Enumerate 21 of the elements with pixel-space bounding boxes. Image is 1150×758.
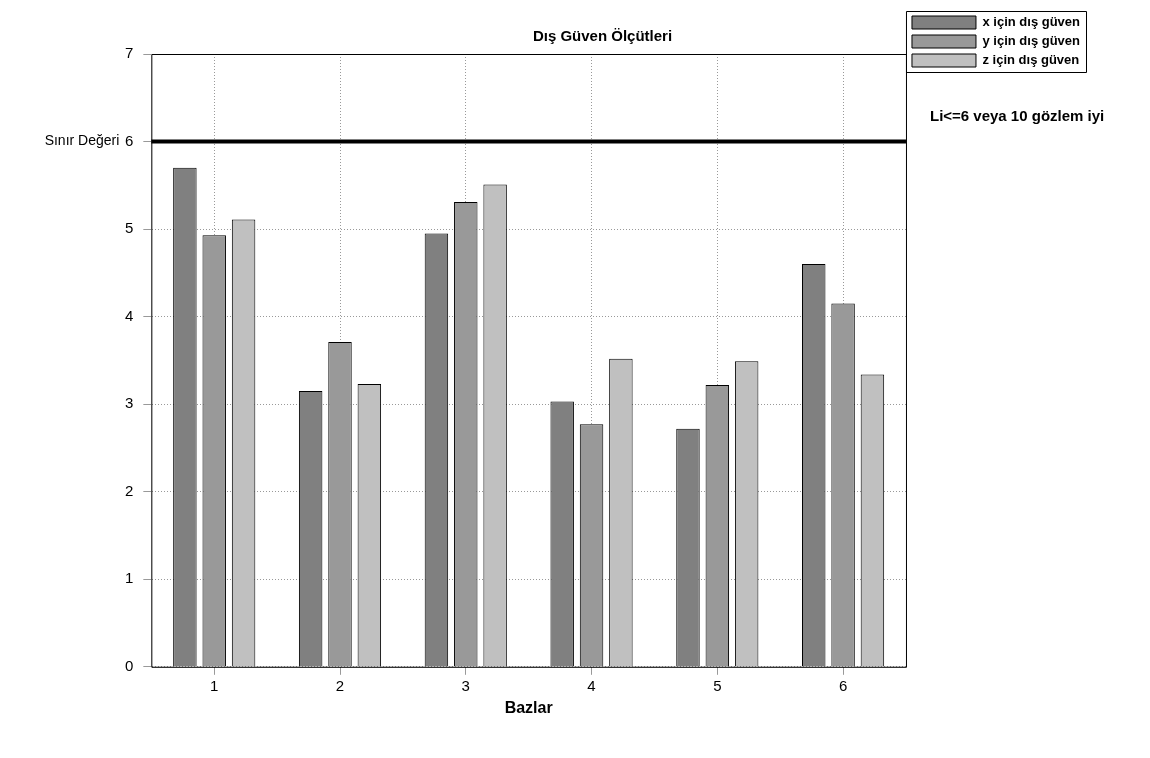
legend-label: x için dış güven [982, 14, 1081, 30]
x-axis-title: Bazlar [504, 698, 553, 716]
x-tick-label: 6 [838, 676, 848, 694]
y-tick-label: 0 [125, 656, 134, 674]
y-tick-label: 2 [125, 481, 134, 499]
x-tick-label: 1 [210, 676, 219, 694]
chart-title: Dış Güven Ölçütleri [532, 27, 673, 45]
y-tick-label: 4 [125, 306, 134, 324]
text: Li<=6 veya 10 gözlem iyi [929, 107, 1105, 125]
x-tick-label: 2 [335, 676, 345, 694]
legend-label: z için dış güven [982, 52, 1080, 68]
y-tick-label: 5 [125, 219, 134, 237]
ref-line-label: Sınır Değeri [44, 132, 120, 149]
x-tick-label: 3 [461, 676, 470, 694]
y-tick-label: 1 [125, 569, 134, 587]
legend-label: y için dış güven [982, 33, 1081, 49]
y-tick-label: 6 [125, 131, 134, 149]
y-tick-label: 3 [125, 394, 134, 412]
x-tick-label: 4 [587, 676, 596, 694]
x-tick-label: 5 [713, 676, 722, 694]
y-tick-label: 7 [125, 44, 134, 62]
